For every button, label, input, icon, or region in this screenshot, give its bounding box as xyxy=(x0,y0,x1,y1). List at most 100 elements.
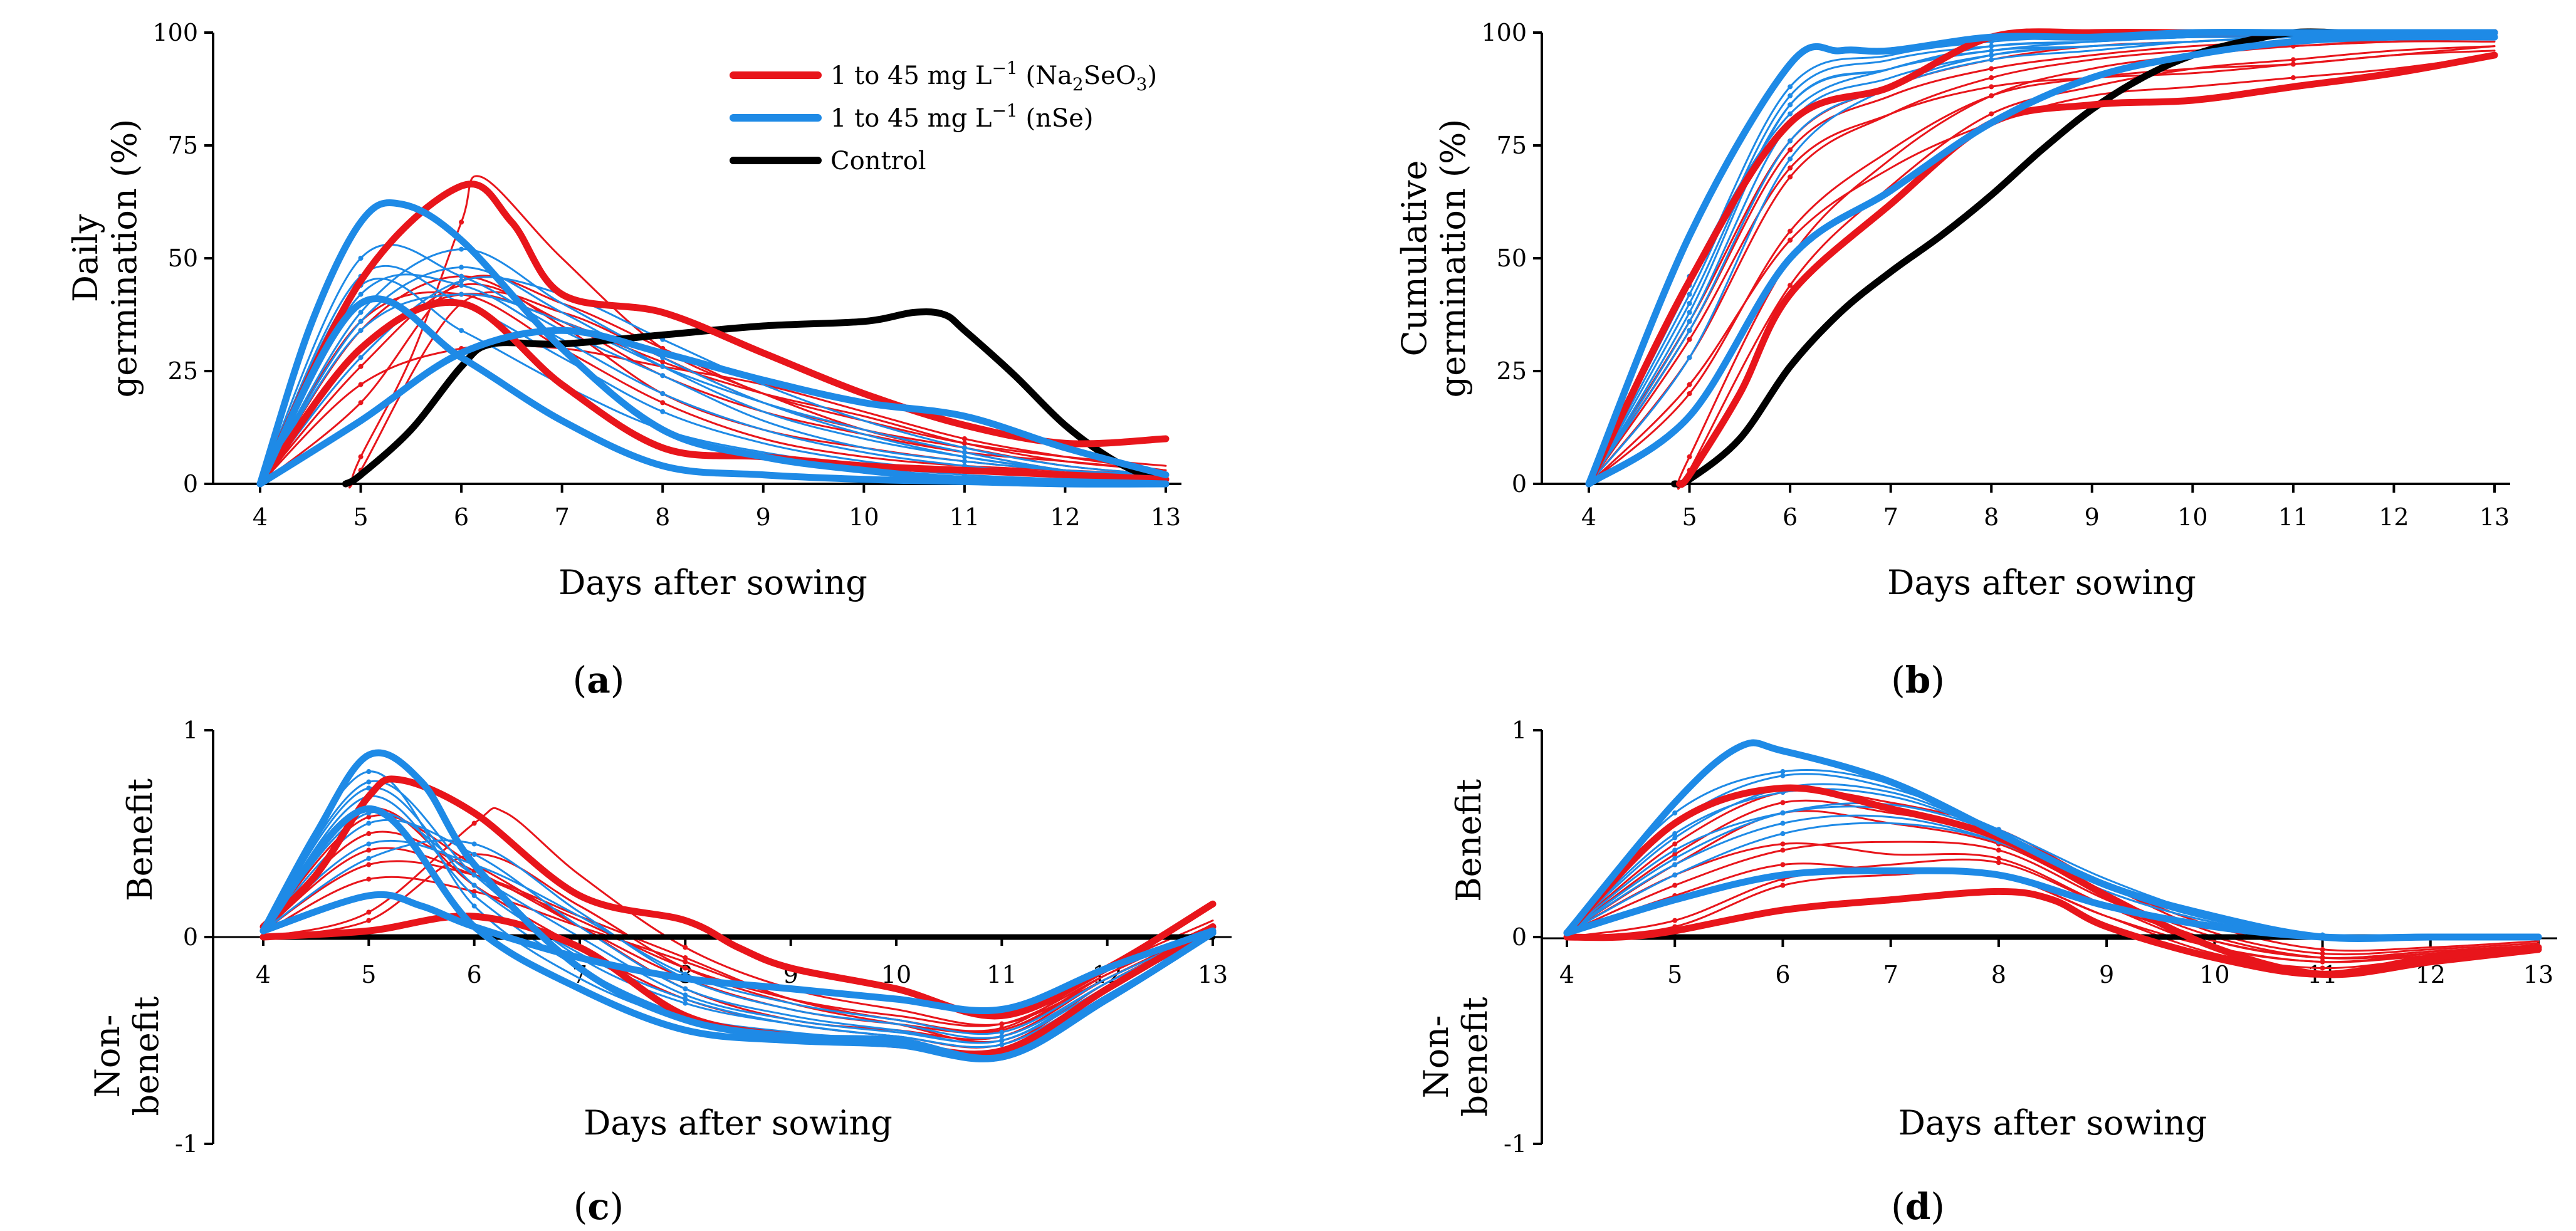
data-point xyxy=(999,1029,1005,1035)
panel-paren-close: ) xyxy=(610,1185,624,1228)
data-point xyxy=(366,769,372,774)
data-point xyxy=(1687,355,1692,360)
data-point xyxy=(358,364,364,369)
y-axis-label-nonbenefit: Non-benefit xyxy=(1416,997,1495,1116)
y-tick-label: 100 xyxy=(1481,19,1527,46)
legend-label-part: SeO xyxy=(1084,61,1136,90)
y-axis-label: Cumulativegermination (%) xyxy=(1395,119,1473,398)
data-point xyxy=(660,359,666,365)
data-point xyxy=(459,328,464,333)
x-tick-label: 6 xyxy=(454,503,469,531)
series-line xyxy=(1566,799,2540,956)
legend-label-text: 1 to 45 mg L xyxy=(830,104,992,133)
series-line xyxy=(1566,841,2540,960)
data-point xyxy=(1780,841,1786,847)
series-line xyxy=(1566,870,2540,963)
data-point xyxy=(1780,862,1786,867)
y-axis-label-line: germination (%) xyxy=(1433,119,1473,398)
data-point xyxy=(1989,93,1994,98)
data-point xyxy=(366,841,372,847)
x-axis-label: Days after sowing xyxy=(1887,563,2196,602)
panel-paren-close: ) xyxy=(1930,1185,1945,1228)
data-point xyxy=(1687,382,1692,387)
data-point xyxy=(1780,773,1786,778)
series-line xyxy=(256,181,1170,488)
data-point xyxy=(2290,61,2296,67)
data-point xyxy=(459,265,464,270)
x-axis-label: Days after sowing xyxy=(584,1103,893,1143)
data-point xyxy=(366,876,372,882)
legend-label-part: (nSe) xyxy=(1018,104,1094,133)
series-line xyxy=(1677,36,2496,485)
data-point xyxy=(1687,328,1692,333)
data-point xyxy=(1672,847,1678,853)
y-axis-label-benefit: Benefit xyxy=(1449,779,1489,902)
series-line xyxy=(1566,842,2540,963)
y-tick-label: 50 xyxy=(1497,244,1527,272)
series-line xyxy=(262,860,1214,1032)
series-group xyxy=(1585,28,2498,490)
series-line xyxy=(259,291,1167,485)
data-point xyxy=(358,291,364,297)
legend-label-sup: −1 xyxy=(992,58,1017,78)
data-point xyxy=(1996,847,2001,853)
series-line xyxy=(1563,867,2542,941)
y-tick-label: 0 xyxy=(183,470,198,498)
data-point xyxy=(471,820,477,826)
series-group xyxy=(1563,739,2542,978)
data-point xyxy=(1989,111,1994,117)
series-line xyxy=(342,308,1170,488)
data-point xyxy=(471,872,477,877)
data-point xyxy=(1780,769,1786,774)
data-point xyxy=(999,1021,1005,1027)
data-point xyxy=(999,1042,1005,1047)
data-point xyxy=(358,310,364,315)
series-line xyxy=(259,805,1217,1062)
data-point xyxy=(1672,810,1678,815)
series-line xyxy=(1671,28,2498,488)
x-axis-label: Days after sowing xyxy=(558,563,867,602)
data-point xyxy=(459,246,464,252)
panel-label: (a) xyxy=(573,659,625,701)
series-line xyxy=(256,327,1170,488)
data-point xyxy=(1672,852,1678,857)
x-tick-label: 6 xyxy=(1775,961,1790,988)
series-line xyxy=(262,839,1214,1039)
panel-letter: c xyxy=(587,1185,609,1228)
legend-label-text: 1 to 45 mg L xyxy=(830,61,992,90)
x-tick-label: 8 xyxy=(1984,503,1999,531)
legend-label: 1 to 45 mg L−1 (nSe) xyxy=(830,100,1094,133)
legend-label-part: 3 xyxy=(1136,74,1148,95)
data-point xyxy=(1989,53,1994,58)
y-axis-label-line: Cumulative xyxy=(1395,160,1434,357)
data-point xyxy=(366,856,372,861)
x-tick-label: 13 xyxy=(1198,961,1228,988)
data-point xyxy=(683,955,688,960)
data-point xyxy=(961,441,967,446)
x-tick-label: 12 xyxy=(1050,503,1080,531)
data-point xyxy=(459,278,464,283)
data-point xyxy=(1788,156,1793,162)
data-point xyxy=(2320,951,2325,956)
data-point xyxy=(366,820,372,826)
data-point xyxy=(1788,238,1793,243)
data-point xyxy=(1672,883,1678,888)
series-line xyxy=(256,298,1170,488)
y-axis-label: Dailygermination (%) xyxy=(66,119,144,398)
data-point xyxy=(1687,310,1692,315)
data-point xyxy=(1989,75,1994,80)
y-tick-label: 1 xyxy=(1512,716,1527,744)
series-line xyxy=(1677,45,2496,490)
data-point xyxy=(660,364,666,369)
series-line xyxy=(1566,814,2540,940)
data-point xyxy=(358,318,364,324)
data-point xyxy=(471,841,477,847)
data-point xyxy=(471,852,477,857)
series-line xyxy=(259,248,1167,485)
series-line xyxy=(259,891,1217,1014)
legend-label-text: Control xyxy=(830,147,926,175)
x-tick-label: 7 xyxy=(555,503,570,531)
data-point xyxy=(1672,872,1678,877)
